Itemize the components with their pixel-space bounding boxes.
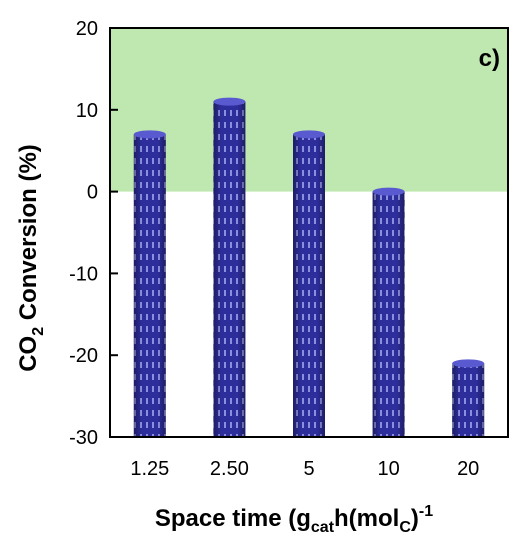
panel-label: c) <box>479 45 500 72</box>
bar <box>133 130 166 437</box>
y-axis-ticks: 20 10 0 -10 -20 -30 <box>69 18 118 449</box>
x-tick-label: 20 <box>457 458 479 480</box>
y-tick-label: 0 <box>87 182 98 204</box>
x-axis-title-sub2: C <box>399 519 411 536</box>
x-axis-ticks: 1.25 2.50 5 10 20 <box>130 458 479 480</box>
y-tick-label: -20 <box>69 345 98 367</box>
y-tick-label: -10 <box>69 263 98 285</box>
bar-shading <box>372 191 405 437</box>
bar-shading <box>293 134 325 437</box>
bar-cap <box>133 130 166 139</box>
bar <box>293 130 325 437</box>
x-tick-label: 10 <box>377 458 399 480</box>
y-axis-title-prefix: CO <box>15 336 42 372</box>
x-tick-label: 5 <box>303 458 314 480</box>
plot-frame <box>109 27 509 438</box>
x-axis-title-main: Space time (g <box>155 505 311 532</box>
bar <box>213 97 246 438</box>
bar-cap <box>293 130 325 139</box>
y-axis-title-subscript: 2 <box>30 327 47 336</box>
x-axis-title-close: ) <box>411 505 419 532</box>
bar <box>452 359 485 437</box>
bar-shading <box>213 101 246 438</box>
bar-cap <box>452 359 485 368</box>
bar <box>372 187 405 437</box>
bar-shading <box>133 134 166 437</box>
x-axis-title: Space time (gcath(molC)-1 <box>155 503 433 536</box>
bars-group <box>133 97 485 438</box>
x-tick-label: 1.25 <box>130 458 169 480</box>
y-tick-label: -30 <box>69 427 98 449</box>
y-axis-title: CO2 Conversion (%) <box>15 144 47 372</box>
y-axis-title-suffix: Conversion (%) <box>15 144 42 327</box>
x-axis-title-sub1: cat <box>311 519 335 536</box>
x-axis-title-mid: h(mol <box>334 505 399 532</box>
bar-cap <box>213 97 246 106</box>
y-tick-label: 20 <box>76 18 98 40</box>
x-axis-title-sup: -1 <box>419 503 433 520</box>
bar-cap <box>372 187 405 196</box>
bar-shading <box>452 363 485 437</box>
x-tick-label: 2.50 <box>210 458 249 480</box>
y-tick-label: 10 <box>76 100 98 122</box>
